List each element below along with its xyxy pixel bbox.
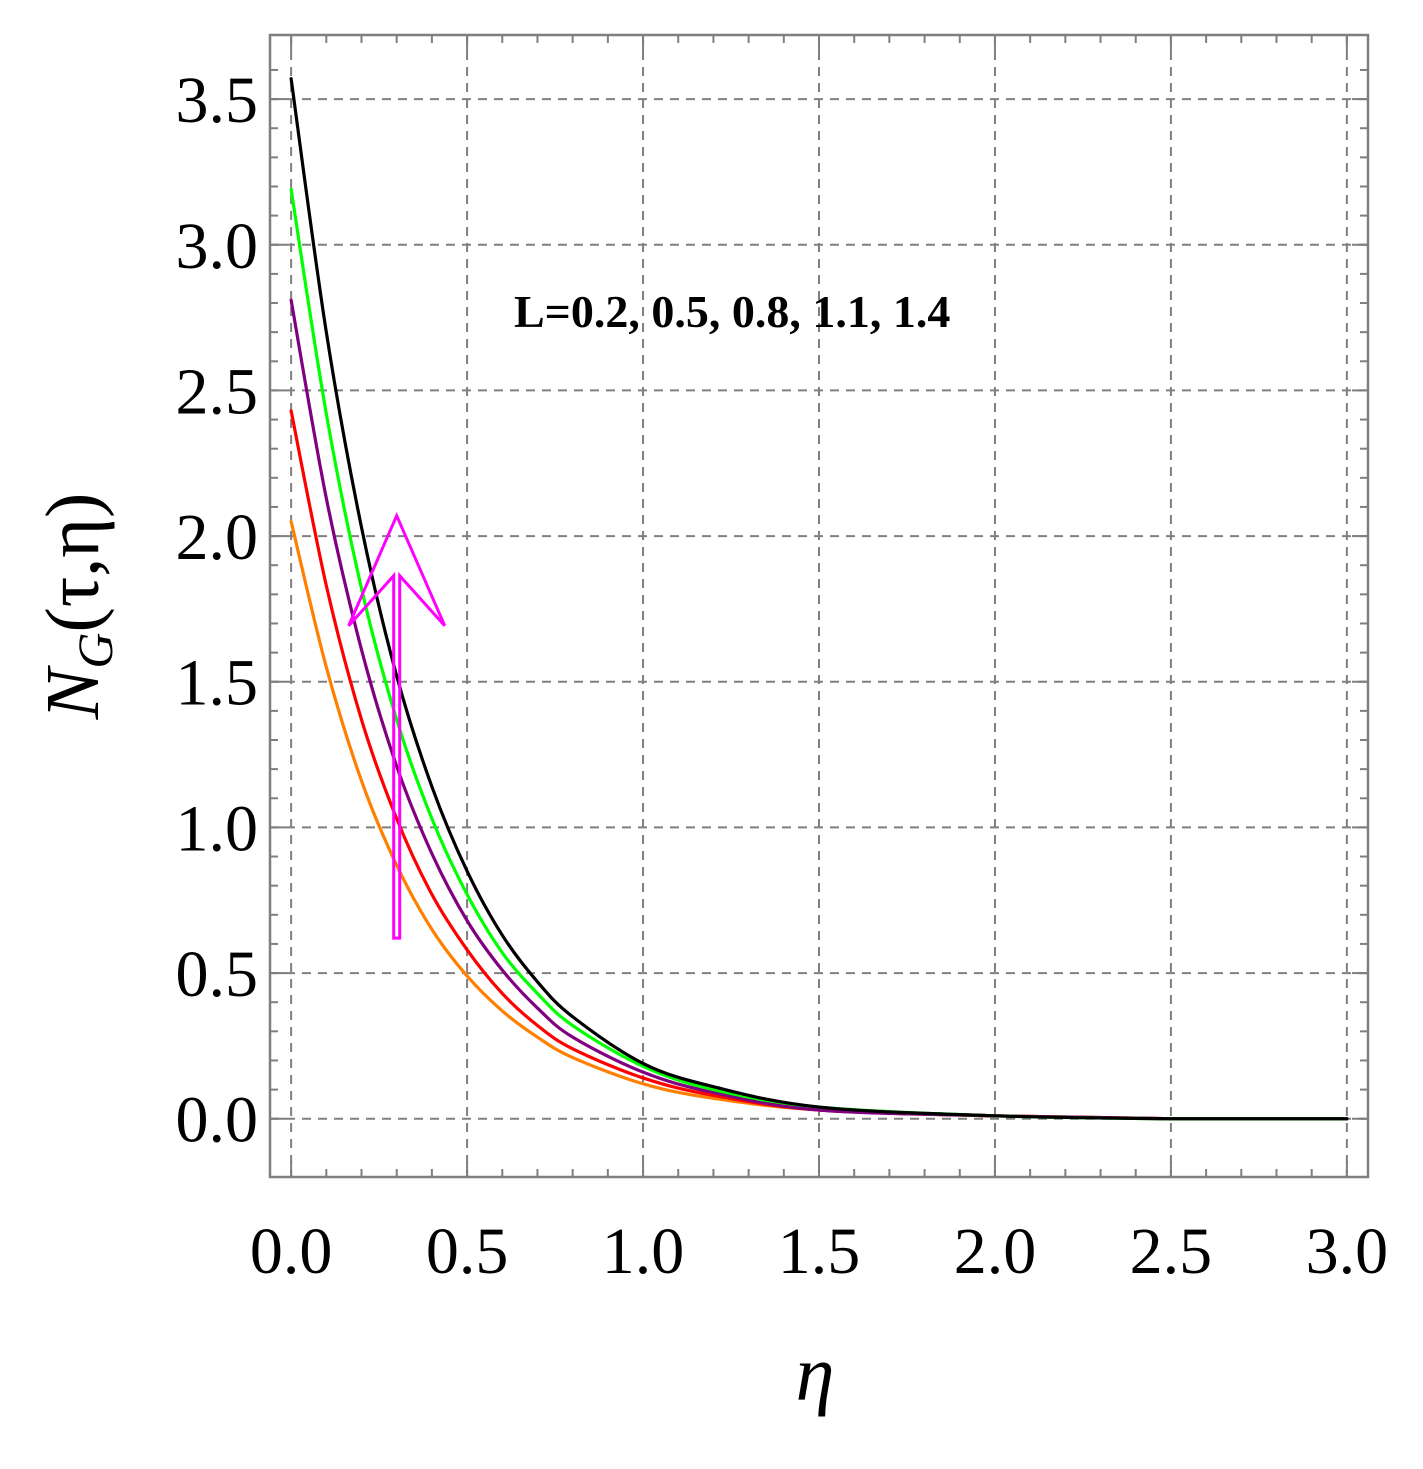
y-axis-label: NG(τ,η) [31,493,123,721]
y-tick-label: 2.0 [176,501,259,574]
gridlines [270,35,1368,1177]
x-tick-label: 2.0 [954,1215,1037,1288]
x-tick-label: 0.0 [250,1215,333,1288]
y-axis-label-main: N [31,664,115,720]
y-tick-labels: 0.0 0.5 1.0 1.5 2.0 2.5 3.0 3.5 [176,64,259,1157]
y-axis-label-subscript: G [67,633,123,669]
y-axis-label-args: (τ,η) [31,493,115,633]
series-lines [289,77,1349,1121]
parameter-annotation: L=0.2, 0.5, 0.8, 1.1, 1.4 [514,286,950,337]
x-tick-label: 1.0 [602,1215,685,1288]
trend-arrow [347,511,447,940]
increase-arrow [347,511,447,940]
x-tick-label: 0.5 [426,1215,509,1288]
y-tick-label: 2.5 [176,355,259,428]
y-tick-label: 3.5 [176,64,259,137]
y-tick-label: 0.5 [176,938,259,1011]
y-tick-label: 1.5 [176,647,259,720]
x-tick-label: 2.5 [1130,1215,1213,1288]
y-tick-label: 0.0 [176,1084,259,1157]
x-tick-label: 1.5 [778,1215,861,1288]
series-line-5 [289,77,1349,1121]
x-tick-labels: 0.0 0.5 1.0 1.5 2.0 2.5 3.0 [250,1215,1388,1288]
tick-marks [270,35,1368,1177]
y-tick-label: 3.0 [176,210,259,283]
x-axis-label: η [796,1330,835,1417]
x-tick-label: 3.0 [1306,1215,1389,1288]
y-tick-label: 1.0 [176,792,259,865]
